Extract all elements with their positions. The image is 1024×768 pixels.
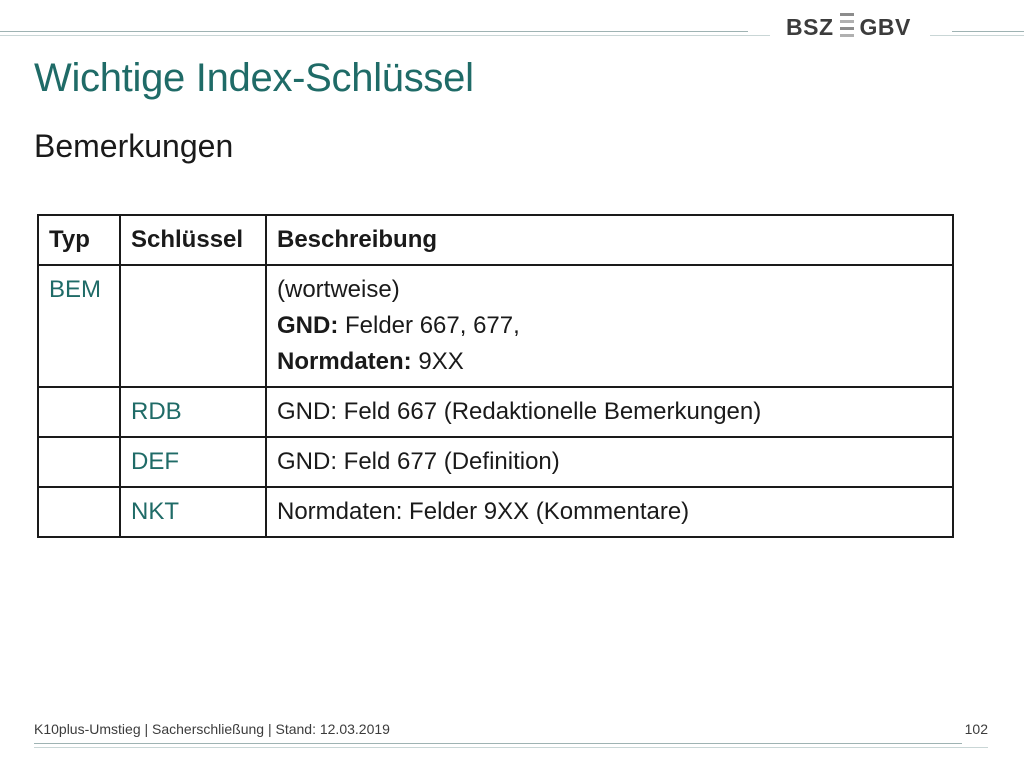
cell-schluessel <box>119 264 267 388</box>
header-rule-left-secondary <box>0 35 770 36</box>
cell-typ <box>37 386 121 438</box>
description-label: GND: <box>277 312 339 339</box>
table-header-row: Typ Schlüssel Beschreibung <box>37 214 954 266</box>
footer-rule-secondary <box>34 747 988 748</box>
header-rule-left <box>0 31 748 32</box>
cell-typ: BEM <box>37 264 121 388</box>
description-line: Normdaten: 9XX <box>277 344 942 380</box>
cell-typ <box>37 436 121 488</box>
column-header-typ: Typ <box>37 214 121 266</box>
footer-rule <box>34 743 962 744</box>
header-rule-right-secondary <box>930 35 1024 36</box>
description-text: 9XX <box>411 348 464 375</box>
table-row: RDB GND: Feld 667 (Redaktionelle Bemerku… <box>37 386 954 438</box>
cell-beschreibung: (wortweise) GND: Felder 667, 677, Normda… <box>265 264 954 388</box>
logo-text-left: BSZ <box>786 13 834 40</box>
description-text: Felder 667, 677, <box>338 312 520 339</box>
page-title: Wichtige Index-Schlüssel <box>34 56 474 100</box>
header-rule-right <box>952 31 1024 32</box>
index-key-table: Typ Schlüssel Beschreibung BEM (wortweis… <box>37 214 954 538</box>
table-row: DEF GND: Feld 677 (Definition) <box>37 436 954 488</box>
table-row: NKT Normdaten: Felder 9XX (Kommentare) <box>37 486 954 538</box>
description-line: (wortweise) <box>277 276 400 303</box>
cell-schluessel: DEF <box>119 436 267 488</box>
footer-text: K10plus-Umstieg | Sacherschließung | Sta… <box>34 721 390 737</box>
bsz-gbv-logo: BSZ GBV <box>786 10 911 44</box>
cell-schluessel: NKT <box>119 486 267 538</box>
column-header-schluessel: Schlüssel <box>119 214 267 266</box>
logo-text-right: GBV <box>859 13 911 40</box>
cell-beschreibung: GND: Feld 667 (Redaktionelle Bemerkungen… <box>265 386 954 438</box>
cell-schluessel: RDB <box>119 386 267 438</box>
page-subtitle: Bemerkungen <box>34 128 234 164</box>
logo-mark-icon <box>839 12 854 42</box>
cell-beschreibung: Normdaten: Felder 9XX (Kommentare) <box>265 486 954 538</box>
column-header-beschreibung: Beschreibung <box>265 214 954 266</box>
description-label: Normdaten: <box>277 348 412 375</box>
description-line: GND: Felder 667, 677, <box>277 308 942 344</box>
page-number: 102 <box>964 721 988 737</box>
cell-beschreibung: GND: Feld 677 (Definition) <box>265 436 954 488</box>
cell-typ <box>37 486 121 538</box>
table-row: BEM (wortweise) GND: Felder 667, 677, No… <box>37 264 954 388</box>
